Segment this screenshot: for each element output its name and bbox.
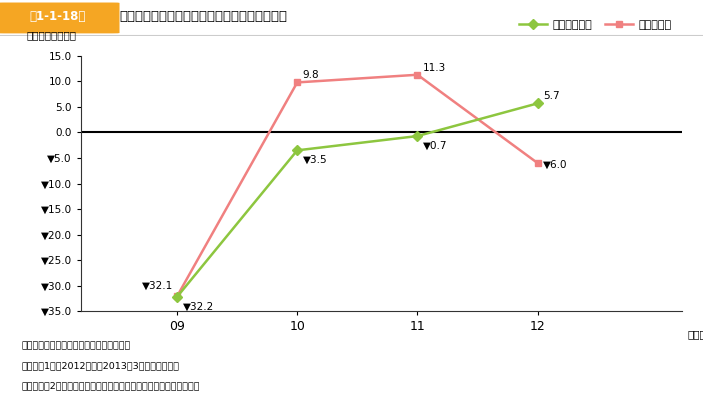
Text: ▼32.2: ▼32.2 <box>183 302 214 312</box>
Text: ▼0.7: ▼0.7 <box>423 141 448 151</box>
Legend: 大企業製造業, 中小製造業: 大企業製造業, 中小製造業 <box>515 16 676 34</box>
Text: （年度）: （年度） <box>688 329 703 339</box>
Text: ▼3.5: ▼3.5 <box>303 155 328 165</box>
Text: 資料：日本銀行「全国短期経済観測調査」: 資料：日本銀行「全国短期経済観測調査」 <box>21 341 130 350</box>
Text: 第1-1-18図: 第1-1-18図 <box>30 10 86 23</box>
Text: （前年度比、％）: （前年度比、％） <box>27 31 77 41</box>
Text: 11.3: 11.3 <box>423 63 446 73</box>
Text: 5.7: 5.7 <box>543 91 560 101</box>
Text: 2．　土地投資額を含みソフトウェア投資額は含まない。: 2． 土地投資額を含みソフトウェア投資額は含まない。 <box>21 381 200 390</box>
Text: ▼32.1: ▼32.1 <box>141 280 173 290</box>
Text: （注）　1．、2012年度は2013年3月調査の数値。: （注） 1．、2012年度は2013年3月調査の数値。 <box>21 361 179 370</box>
FancyBboxPatch shape <box>0 2 120 34</box>
Text: 9.8: 9.8 <box>303 71 319 81</box>
Text: 大企業製造業及び中小製造業の設備投資の推移: 大企業製造業及び中小製造業の設備投資の推移 <box>120 10 288 23</box>
Text: ▼6.0: ▼6.0 <box>543 160 568 170</box>
